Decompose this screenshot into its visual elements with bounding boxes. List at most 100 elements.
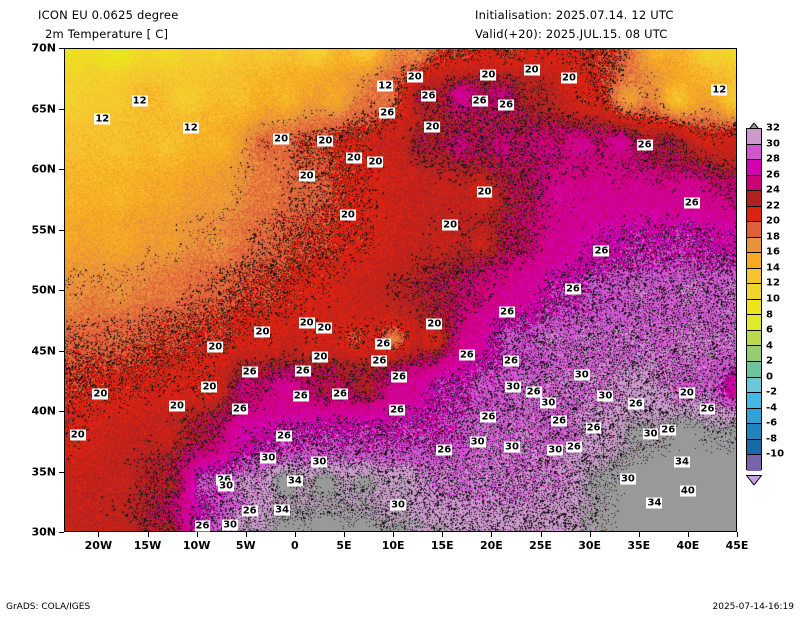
contour-label: 26: [194, 520, 211, 532]
x-tick-label: 40E: [676, 539, 700, 552]
contour-label: 26: [292, 390, 309, 402]
colorbar-tick-label: 14: [766, 262, 780, 274]
colorbar-band-2-to-4: [747, 346, 761, 362]
colorbar-band-8-to-10: [747, 299, 761, 316]
contour-label: 34: [274, 504, 291, 516]
colorbar-band-10-to-12: [747, 284, 761, 300]
valid-time-label: Valid(+20): 2025.JUL.15. 08 UTC: [475, 27, 668, 41]
contour-label: 12: [94, 113, 111, 125]
colorbar-tick-label: 0: [766, 371, 773, 383]
y-tick-label: 70N: [31, 41, 56, 55]
colorbar-tick-label: 4: [766, 340, 773, 352]
contour-label: 20: [273, 133, 290, 145]
colorbar-tick-label: -2: [766, 386, 778, 398]
x-tick-mark: [589, 532, 591, 537]
x-tick-label: 5E: [336, 539, 352, 552]
colorbar-tick-label: 28: [766, 153, 780, 165]
contour-label: 26: [458, 349, 475, 361]
y-tick-label: 55N: [31, 223, 56, 236]
contour-label: 26: [565, 441, 582, 453]
contour-label: 20: [316, 322, 333, 333]
colorbar-band--8-to--6: [747, 424, 761, 440]
contour-label: 26: [627, 398, 644, 410]
contour-label: 26: [216, 474, 233, 486]
contour-label: 26: [276, 430, 293, 442]
contour-label: 26: [471, 95, 488, 107]
x-tick-mark: [442, 532, 444, 537]
y-tick-mark: [59, 169, 64, 170]
contour-label: 26: [436, 444, 453, 456]
field-title: 2m Temperature [ C]: [45, 27, 169, 41]
y-tick-mark: [59, 471, 64, 473]
contour-label: 26: [389, 404, 406, 416]
colorbar-band-4-to-6: [747, 330, 761, 347]
colorbar-tick-label: 22: [766, 200, 780, 212]
colorbar-band-30-to-32: [747, 129, 761, 145]
contour-label: 26: [241, 366, 258, 378]
contour-label: 30: [573, 369, 590, 381]
x-tick-mark: [491, 532, 493, 537]
contour-label: 20: [169, 400, 185, 412]
x-tick-mark: [687, 532, 689, 537]
contour-label: 26: [241, 505, 258, 517]
contour-label: 30: [222, 519, 238, 531]
temperature-heatmap-canvas[interactable]: [64, 48, 737, 532]
x-tick-mark: [147, 532, 149, 537]
contour-label: 20: [678, 387, 695, 399]
colorbar-tick-label: 24: [766, 184, 780, 196]
y-tick-mark: [59, 532, 64, 533]
colorbar-tick-label: -6: [766, 417, 778, 429]
contour-label: 30: [619, 473, 636, 485]
x-tick-label: 30E: [578, 539, 602, 552]
initialisation-label: Initialisation: 2025.07.14. 12 UTC: [475, 8, 674, 22]
y-tick-label: 50N: [31, 283, 56, 297]
contour-label: 20: [92, 388, 109, 400]
colorbar-over-arrow: [745, 118, 763, 133]
y-tick-label: 30N: [31, 525, 56, 539]
colorbar-tick-label: -4: [766, 402, 778, 414]
y-tick-label: 35N: [31, 465, 56, 478]
contour-label: 20: [480, 69, 497, 81]
colorbar-band-26-to-28: [747, 160, 761, 176]
y-tick-mark: [59, 48, 64, 49]
colorbar[interactable]: [746, 128, 762, 471]
colorbar-tick-label: -10: [766, 448, 785, 460]
contour-label: 26: [231, 403, 248, 415]
colorbar-tick-label: 32: [766, 122, 780, 134]
contour-label: 26: [294, 365, 311, 377]
contour-label: 26: [420, 90, 437, 102]
contour-label: 20: [406, 71, 423, 83]
colorbar-band-18-to-20: [747, 222, 761, 238]
footer-timestamp: 2025-07-14-16:19: [712, 602, 795, 612]
contour-label: 40: [679, 485, 696, 497]
colorbar-tick-label: -8: [766, 433, 778, 445]
contour-label: 20: [312, 351, 329, 363]
contour-label: 30: [540, 397, 557, 409]
x-tick-label: 35E: [627, 539, 651, 552]
footer-credit: GrADS: COLA/IGES: [6, 602, 91, 612]
contour-label: 20: [298, 170, 315, 182]
y-tick-label: 45N: [31, 344, 56, 357]
contour-label: 34: [674, 456, 690, 468]
contour-label: 30: [597, 390, 614, 402]
contour-label: 20: [207, 341, 224, 353]
contour-label: 20: [426, 318, 443, 330]
colorbar-band-16-to-18: [747, 237, 761, 254]
map-plot-area[interactable]: 12 12 12 12 12 20 20 20 20 20 20 20 20 20 20 20 20 20 26 26…: [64, 48, 737, 532]
y-tick-mark: [59, 108, 64, 110]
colorbar-band--10-to--8: [747, 439, 761, 456]
contour-label: 26: [699, 403, 716, 415]
colorbar-band-0-to-2: [747, 361, 761, 378]
y-tick-mark: [59, 229, 64, 231]
contour-label: 30: [505, 381, 521, 393]
x-tick-mark: [638, 532, 640, 537]
contour-label: 26: [525, 386, 542, 398]
contour-label: 30: [311, 456, 328, 468]
colorbar-tick-label: 16: [766, 246, 780, 258]
x-tick-mark: [294, 532, 296, 537]
contour-label: 26: [379, 107, 396, 119]
contour-label: 26: [371, 355, 388, 367]
y-tick-label: 65N: [31, 102, 56, 115]
colorbar-tick-label: 8: [766, 309, 773, 321]
x-tick-mark: [245, 532, 247, 537]
